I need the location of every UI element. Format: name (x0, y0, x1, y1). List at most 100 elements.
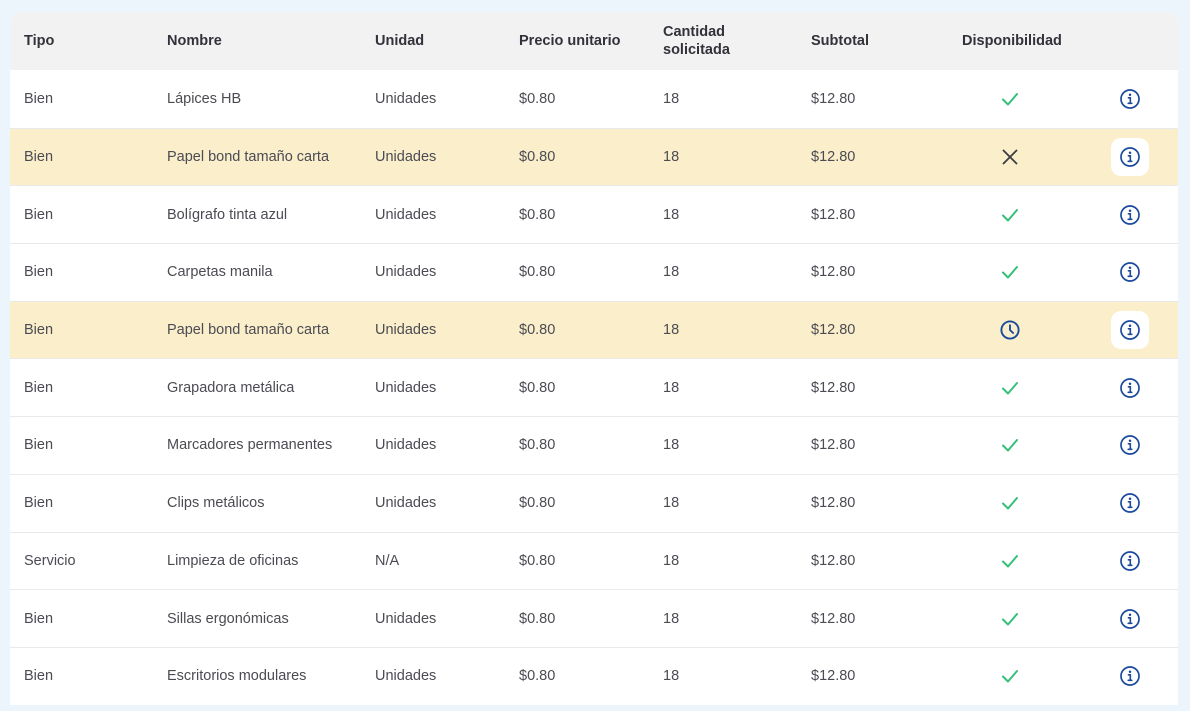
check-icon (998, 87, 1022, 111)
cell-unidad: Unidades (375, 322, 437, 339)
cell-precio-unitario: $0.80 (519, 264, 556, 281)
cell-subtotal: $12.80 (811, 149, 856, 166)
table-row: Bien Grapadora metálica Unidades $0.80 1… (10, 358, 1178, 417)
info-button[interactable] (1111, 368, 1149, 407)
info-button[interactable] (1111, 657, 1149, 696)
info-icon (1119, 319, 1141, 341)
cell-precio-unitario: $0.80 (519, 610, 556, 627)
cell-precio-unitario: $0.80 (519, 437, 556, 454)
cell-precio-unitario: $0.80 (519, 322, 556, 339)
info-button[interactable] (1111, 484, 1149, 523)
cell-tipo: Servicio (24, 552, 76, 569)
x-icon (1001, 148, 1019, 166)
table-row: Bien Lápices HB Unidades $0.80 18 $12.80 (10, 70, 1178, 128)
cell-nombre: Papel bond tamaño carta (167, 149, 330, 166)
cell-cantidad-solicitada: 18 (663, 437, 680, 454)
cell-cantidad-solicitada: 18 (663, 379, 680, 396)
column-header-disponibilidad: Disponibilidad (962, 32, 1062, 49)
cell-actions (1072, 311, 1178, 350)
info-button[interactable] (1111, 138, 1149, 177)
clock-icon (999, 319, 1021, 341)
check-icon (998, 376, 1022, 400)
cell-subtotal: $12.80 (811, 437, 856, 454)
info-button[interactable] (1111, 311, 1149, 350)
cell-disponibilidad (948, 549, 1072, 573)
info-button[interactable] (1111, 253, 1149, 292)
check-icon (998, 549, 1022, 573)
cell-nombre: Sillas ergonómicas (167, 610, 289, 627)
table-header-row: Tipo Nombre Unidad Precio unitario Canti… (10, 12, 1178, 70)
info-icon (1119, 665, 1141, 687)
cell-cantidad-solicitada: 18 (663, 90, 680, 107)
check-icon (998, 491, 1022, 515)
cell-disponibilidad (948, 433, 1072, 457)
cell-cantidad-solicitada: 18 (663, 264, 680, 281)
cell-subtotal: $12.80 (811, 322, 856, 339)
info-icon (1119, 550, 1141, 572)
cell-disponibilidad (948, 148, 1072, 166)
cell-subtotal: $12.80 (811, 552, 856, 569)
cell-disponibilidad (948, 87, 1072, 111)
cell-precio-unitario: $0.80 (519, 149, 556, 166)
cell-subtotal: $12.80 (811, 264, 856, 281)
column-header-subtotal: Subtotal (811, 32, 869, 49)
info-button[interactable] (1111, 426, 1149, 465)
cell-actions (1072, 253, 1178, 292)
cell-nombre: Escritorios modulares (167, 668, 307, 685)
info-icon (1119, 492, 1141, 514)
info-button[interactable] (1111, 195, 1149, 234)
table-row: Bien Marcadores permanentes Unidades $0.… (10, 416, 1178, 474)
column-header-precio-unitario: Precio unitario (519, 32, 621, 49)
cell-unidad: Unidades (375, 379, 437, 396)
table-row: Bien Clips metálicos Unidades $0.80 18 $… (10, 473, 1178, 532)
cell-nombre: Bolígrafo tinta azul (167, 206, 288, 223)
cell-tipo: Bien (24, 437, 54, 454)
check-icon (998, 203, 1022, 227)
cell-tipo: Bien (24, 206, 54, 223)
cell-nombre: Carpetas manila (167, 264, 273, 281)
cell-actions (1072, 599, 1178, 638)
cell-nombre: Limpieza de oficinas (167, 552, 299, 569)
cell-cantidad-solicitada: 18 (663, 552, 680, 569)
cell-precio-unitario: $0.80 (519, 379, 556, 396)
info-icon (1119, 204, 1141, 226)
info-icon (1119, 88, 1141, 110)
column-header-nombre: Nombre (167, 32, 222, 49)
cell-nombre: Clips metálicos (167, 495, 265, 512)
check-icon (998, 664, 1022, 688)
check-icon (998, 260, 1022, 284)
table-row: Bien Bolígrafo tinta azul Unidades $0.80… (10, 185, 1178, 244)
column-header-unidad: Unidad (375, 32, 425, 49)
cell-subtotal: $12.80 (811, 90, 856, 107)
cell-disponibilidad (948, 607, 1072, 631)
cell-actions (1072, 138, 1178, 177)
cell-nombre: Grapadora metálica (167, 379, 295, 396)
info-button[interactable] (1111, 79, 1149, 118)
cell-cantidad-solicitada: 18 (663, 322, 680, 339)
table-row: Bien Papel bond tamaño carta Unidades $0… (10, 300, 1178, 359)
table-row: Bien Sillas ergonómicas Unidades $0.80 1… (10, 589, 1178, 647)
cell-cantidad-solicitada: 18 (663, 668, 680, 685)
cell-subtotal: $12.80 (811, 206, 856, 223)
table-row: Servicio Limpieza de oficinas N/A $0.80 … (10, 531, 1178, 590)
cell-tipo: Bien (24, 90, 54, 107)
cell-unidad: N/A (375, 552, 400, 569)
info-button[interactable] (1111, 541, 1149, 580)
cell-tipo: Bien (24, 322, 54, 339)
column-header-cantidad-solicitada: Cantidad solicitada (649, 23, 797, 59)
cell-unidad: Unidades (375, 264, 437, 281)
cell-unidad: Unidades (375, 206, 437, 223)
cell-nombre: Lápices HB (167, 90, 242, 107)
table-body: Bien Lápices HB Unidades $0.80 18 $12.80 (10, 70, 1178, 705)
info-icon (1119, 608, 1141, 630)
check-icon (998, 433, 1022, 457)
info-icon (1119, 146, 1141, 168)
table-row: Bien Papel bond tamaño carta Unidades $0… (10, 127, 1178, 186)
info-button[interactable] (1111, 599, 1149, 638)
column-header-tipo: Tipo (24, 32, 55, 49)
cell-nombre: Papel bond tamaño carta (167, 322, 330, 339)
cell-subtotal: $12.80 (811, 495, 856, 512)
cell-subtotal: $12.80 (811, 668, 856, 685)
cell-actions (1072, 195, 1178, 234)
cell-subtotal: $12.80 (811, 610, 856, 627)
